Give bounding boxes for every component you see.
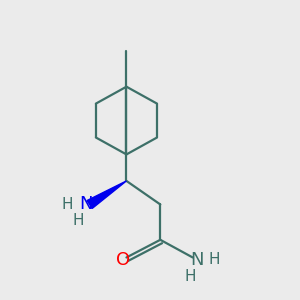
- Text: N: N: [190, 250, 203, 268]
- Text: O: O: [116, 251, 130, 269]
- Text: H: H: [61, 197, 73, 212]
- Text: N: N: [79, 196, 93, 214]
- Text: H: H: [185, 268, 197, 284]
- Polygon shape: [87, 181, 126, 208]
- Text: H: H: [73, 213, 85, 228]
- Text: H: H: [208, 252, 220, 267]
